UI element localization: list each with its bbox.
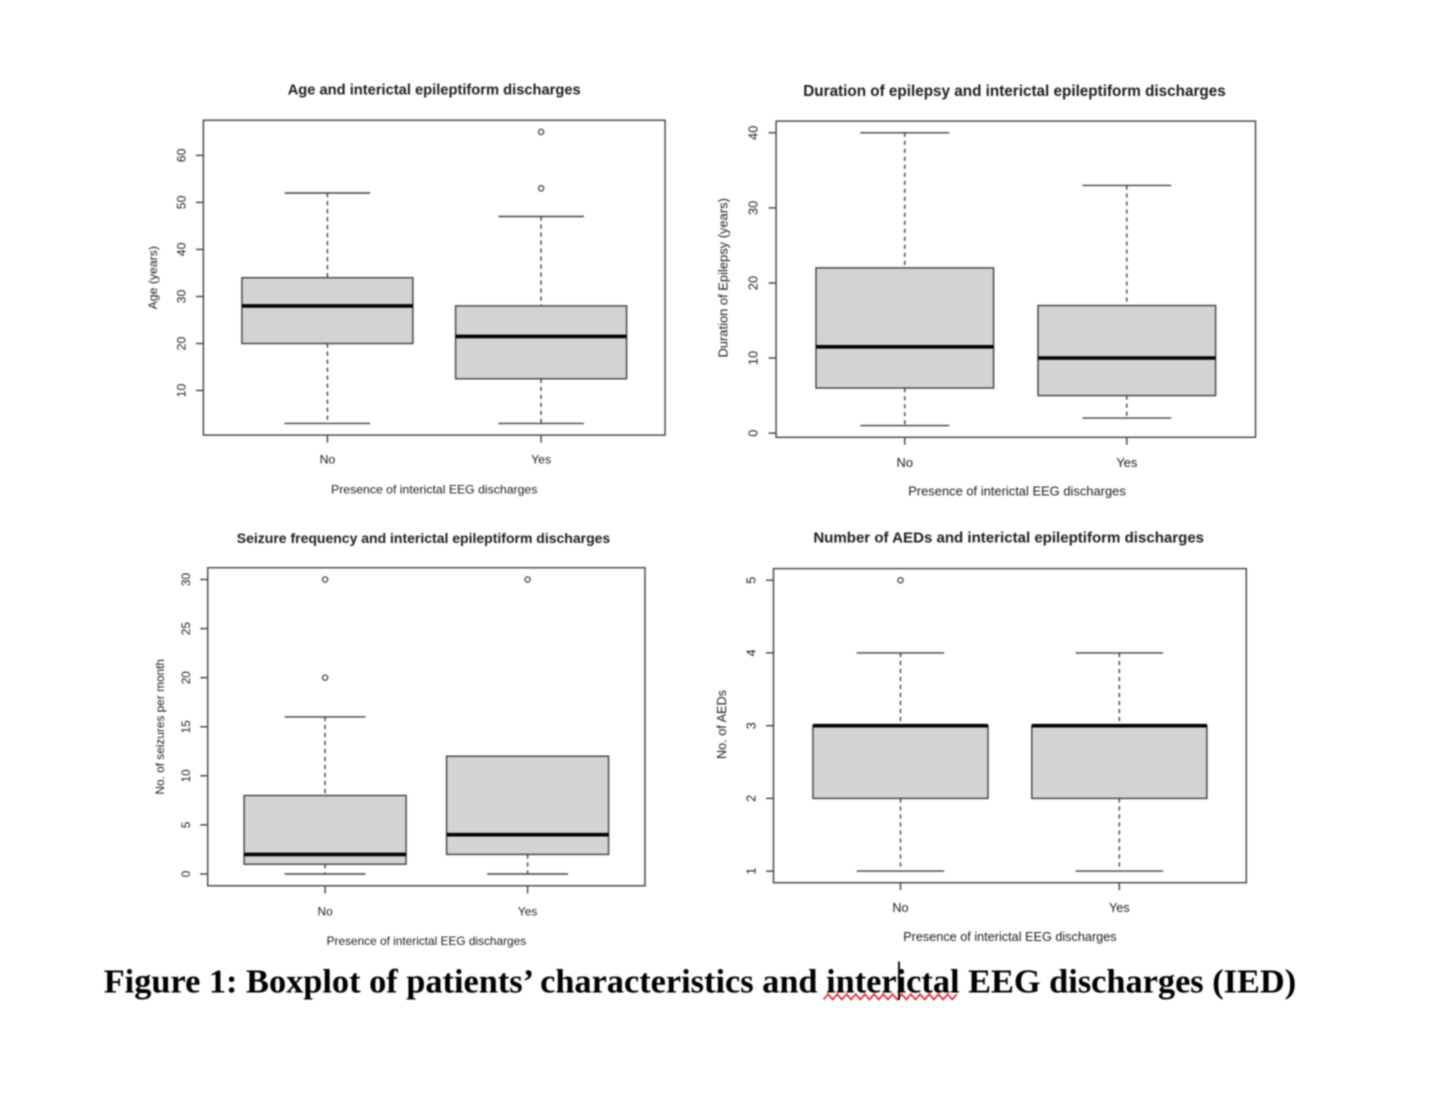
svg-text:30: 30 [175,290,189,304]
svg-text:Seizure frequency and interict: Seizure frequency and interictal epilept… [237,530,611,546]
svg-text:1: 1 [745,868,759,875]
svg-text:50: 50 [175,195,189,209]
svg-text:Presence of interictal EEG dis: Presence of interictal EEG discharges [903,930,1116,944]
svg-text:No. of AEDs: No. of AEDs [715,690,729,759]
svg-text:10: 10 [745,351,760,365]
svg-text:No: No [892,901,908,915]
svg-text:10: 10 [175,384,189,398]
svg-text:Presence of interictal EEG dis: Presence of interictal EEG discharges [331,483,537,497]
svg-text:0: 0 [179,870,193,877]
svg-text:Duration of epilepsy and inter: Duration of epilepsy and interictal epil… [803,83,1225,100]
svg-text:Yes: Yes [1109,901,1130,915]
svg-text:20: 20 [175,337,189,351]
svg-text:10: 10 [179,769,193,783]
svg-text:Yes: Yes [1116,455,1137,470]
svg-text:5: 5 [179,821,193,828]
svg-text:Duration of Epilepsy (years): Duration of Epilepsy (years) [715,198,730,357]
svg-text:Number of AEDs and interictal: Number of AEDs and interictal epileptifo… [813,530,1204,547]
svg-text:60: 60 [175,148,189,162]
svg-text:Presence of interictal EEG dis: Presence of interictal EEG discharges [908,484,1126,499]
svg-text:Age (years): Age (years) [146,246,160,309]
svg-text:Age and interictal epileptifor: Age and interictal epileptiform discharg… [288,83,581,99]
svg-text:40: 40 [175,242,189,256]
svg-text:3: 3 [745,722,759,729]
svg-text:4: 4 [745,649,759,656]
svg-text:Yes: Yes [518,904,537,918]
svg-text:No: No [320,453,336,467]
svg-text:5: 5 [745,577,759,584]
svg-text:40: 40 [745,126,760,140]
svg-text:0: 0 [745,430,760,437]
svg-text:Figure 1: Boxplot of patients’: Figure 1: Boxplot of patients’ character… [104,963,1296,1001]
svg-text:2: 2 [745,795,759,802]
svg-text:No. of seizures per month: No. of seizures per month [153,659,167,795]
svg-text:20: 20 [179,671,193,685]
svg-text:30: 30 [745,201,760,215]
svg-text:30: 30 [179,573,193,587]
svg-text:Presence of interictal EEG dis: Presence of interictal EEG discharges [327,934,527,948]
svg-text:20: 20 [745,276,760,290]
svg-text:15: 15 [179,720,193,734]
svg-text:Yes: Yes [531,453,551,467]
svg-text:25: 25 [179,622,193,636]
svg-text:No: No [318,904,334,918]
svg-text:No: No [897,455,914,470]
